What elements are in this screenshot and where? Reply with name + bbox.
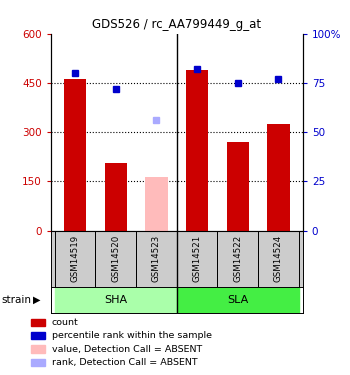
Bar xyxy=(258,231,299,287)
Text: ▶: ▶ xyxy=(33,295,41,305)
Bar xyxy=(31,319,46,326)
Bar xyxy=(31,332,46,339)
Text: SLA: SLA xyxy=(227,295,248,305)
Text: GSM14521: GSM14521 xyxy=(193,235,202,282)
Bar xyxy=(226,142,249,231)
Text: rank, Detection Call = ABSENT: rank, Detection Call = ABSENT xyxy=(52,358,197,367)
Bar xyxy=(145,177,168,231)
Bar xyxy=(217,231,258,287)
Text: value, Detection Call = ABSENT: value, Detection Call = ABSENT xyxy=(52,345,202,354)
Bar xyxy=(177,231,217,287)
Bar xyxy=(186,70,208,231)
Text: GSM14523: GSM14523 xyxy=(152,235,161,282)
Bar xyxy=(31,345,46,352)
Bar xyxy=(31,359,46,366)
Bar xyxy=(136,231,177,287)
Text: GSM14519: GSM14519 xyxy=(71,235,80,282)
Text: count: count xyxy=(52,318,78,327)
Text: GSM14524: GSM14524 xyxy=(274,235,283,282)
Text: GSM14520: GSM14520 xyxy=(111,235,120,282)
Text: SHA: SHA xyxy=(104,295,127,305)
Bar xyxy=(64,79,86,231)
Bar xyxy=(55,231,96,287)
Bar xyxy=(105,163,127,231)
Text: strain: strain xyxy=(2,295,32,305)
Bar xyxy=(177,287,299,313)
Title: GDS526 / rc_AA799449_g_at: GDS526 / rc_AA799449_g_at xyxy=(92,18,261,31)
Text: GSM14522: GSM14522 xyxy=(233,235,242,282)
Text: percentile rank within the sample: percentile rank within the sample xyxy=(52,331,212,340)
Bar xyxy=(55,287,177,313)
Bar xyxy=(96,231,136,287)
Bar xyxy=(267,124,289,231)
